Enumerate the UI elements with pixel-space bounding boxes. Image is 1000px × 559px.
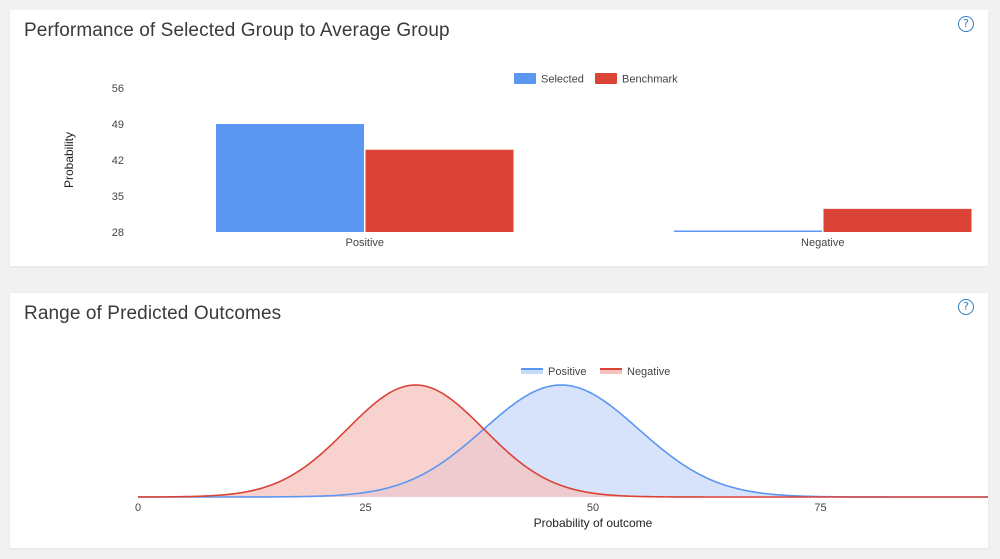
area-chart-title: Range of Predicted Outcomes xyxy=(24,303,282,324)
x-tick-label: 50 xyxy=(587,502,599,514)
y-tick-label: 35 xyxy=(112,191,124,203)
bar-chart-title: Performance of Selected Group to Average… xyxy=(24,20,450,41)
y-axis-label: Probability xyxy=(62,132,76,188)
legend-swatch-benchmark xyxy=(595,73,617,84)
series-line-negative xyxy=(138,384,988,498)
performance-card: Performance of Selected Group to Average… xyxy=(10,10,988,266)
legend-label: Positive xyxy=(548,366,587,378)
bar-selected-positive xyxy=(216,124,364,232)
area-fill-positive xyxy=(138,385,988,497)
bar-selected-negative xyxy=(674,230,822,232)
x-tick-label: 0 xyxy=(135,502,141,514)
outcomes-card: Range of Predicted Outcomes ? Probabilit… xyxy=(10,293,988,548)
x-axis-label: Probability of outcome xyxy=(534,516,653,530)
help-icon[interactable]: ? xyxy=(958,16,974,32)
x-tick-label: Negative xyxy=(801,237,844,249)
bar-benchmark-negative xyxy=(823,208,972,232)
legend-swatch-positive xyxy=(521,369,543,374)
help-icon[interactable]: ? xyxy=(958,299,974,315)
area-fill-negative xyxy=(138,385,988,497)
y-tick-label: 56 xyxy=(112,83,124,95)
legend-swatch-negative xyxy=(600,369,622,374)
x-tick-label: Positive xyxy=(345,237,384,249)
bar-benchmark-positive xyxy=(365,149,514,232)
legend-swatch-selected xyxy=(514,73,536,84)
x-tick-label: 75 xyxy=(814,502,826,514)
distribution-chart: Probability of outcome 0 25 50 75 Positive Ne… xyxy=(135,366,988,530)
bar-chart: Probability 28 35 42 49 56 Positive Negative Se… xyxy=(62,73,972,249)
x-tick-label: 25 xyxy=(359,502,371,514)
legend-label: Selected xyxy=(541,74,584,86)
y-tick-label: 49 xyxy=(112,119,124,131)
y-tick-label: 28 xyxy=(112,227,124,239)
y-tick-label: 42 xyxy=(112,155,124,167)
legend-label: Negative xyxy=(627,366,670,378)
legend-label: Benchmark xyxy=(622,74,678,86)
